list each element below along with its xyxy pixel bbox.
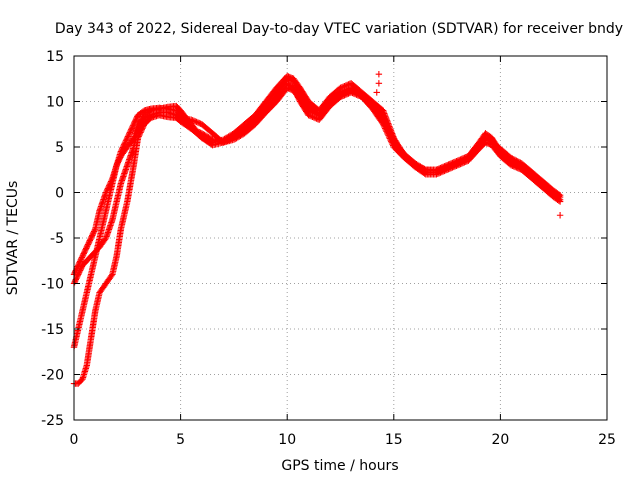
data-point [104, 186, 111, 193]
data-point [129, 123, 136, 131]
data-point [146, 112, 153, 120]
grid-lines [74, 56, 607, 420]
data-point [108, 177, 115, 184]
data-point [118, 145, 126, 153]
data-point [108, 272, 115, 279]
data-point [107, 178, 115, 185]
y-tick-labels: -25 -20 -15 -10 -5 0 5 10 15 [41, 49, 64, 429]
y-tick-label: -20 [41, 368, 64, 384]
outlier-point [375, 80, 383, 87]
data-point [379, 111, 387, 119]
data-point [127, 126, 135, 133]
data-point [120, 141, 128, 148]
data-point [386, 127, 394, 135]
outlier-point [556, 212, 564, 219]
data-point [107, 179, 114, 187]
data-point [105, 183, 112, 191]
x-tick-label: 25 [598, 432, 616, 448]
data-point [101, 236, 109, 243]
data-point [388, 130, 395, 138]
data-point [380, 113, 387, 120]
data-point [102, 189, 110, 196]
data-point [104, 185, 112, 192]
data-points [70, 71, 564, 387]
data-point [121, 140, 128, 147]
data-point [91, 227, 98, 234]
data-point [118, 146, 125, 154]
data-point [556, 198, 564, 205]
data-point [383, 119, 390, 126]
data-point [379, 119, 386, 127]
outlier-point [375, 71, 383, 78]
data-point [385, 124, 392, 132]
outlier-point [373, 89, 380, 96]
data-point [384, 122, 391, 129]
x-tick-label: 5 [176, 432, 185, 448]
data-point [106, 181, 114, 188]
data-point [105, 182, 113, 189]
data-point [103, 187, 110, 195]
y-tick-label: -5 [50, 231, 64, 247]
y-tick-label: 5 [55, 140, 64, 156]
x-tick-label: 0 [70, 432, 79, 448]
data-point [126, 129, 134, 136]
x-tick-label: 15 [385, 432, 403, 448]
x-tick-label: 10 [278, 432, 296, 448]
y-tick-label: 0 [55, 186, 64, 202]
y-tick-label: 15 [46, 49, 64, 65]
data-point [119, 144, 127, 151]
data-point [117, 148, 125, 155]
data-point [208, 135, 215, 143]
y-tick-label: -15 [41, 322, 64, 338]
data-point [386, 126, 393, 133]
axis-ticks [73, 55, 608, 421]
data-point [383, 120, 391, 128]
x-tick-labels: 0 5 10 15 20 25 [70, 432, 616, 448]
data-point [381, 116, 389, 123]
data-point [120, 142, 127, 150]
y-tick-label: -25 [41, 413, 64, 429]
data-point [123, 136, 130, 143]
y-tick-label: 10 [46, 95, 64, 111]
data-point [128, 125, 135, 132]
data-point [124, 134, 131, 142]
data-point [122, 137, 130, 144]
data-point [381, 114, 388, 122]
data-point [125, 131, 132, 139]
data-point [555, 197, 563, 204]
data-point [387, 129, 394, 136]
data-point [124, 133, 132, 140]
x-tick-label: 20 [491, 432, 509, 448]
data-point [556, 192, 564, 199]
data-point [382, 117, 389, 125]
data-point [555, 191, 563, 198]
data-point [127, 127, 134, 135]
data-point [126, 130, 133, 138]
y-axis-label: SDTVAR / TECUs [5, 181, 21, 296]
data-point [421, 165, 428, 173]
x-axis-label: GPS time / hours [281, 458, 398, 474]
data-point [384, 123, 392, 130]
y-tick-label: -10 [41, 277, 64, 293]
chart-title: Day 343 of 2022, Sidereal Day-to-day VTE… [55, 21, 623, 37]
data-point [122, 138, 129, 146]
data-point [389, 133, 396, 141]
data-point [388, 132, 396, 139]
